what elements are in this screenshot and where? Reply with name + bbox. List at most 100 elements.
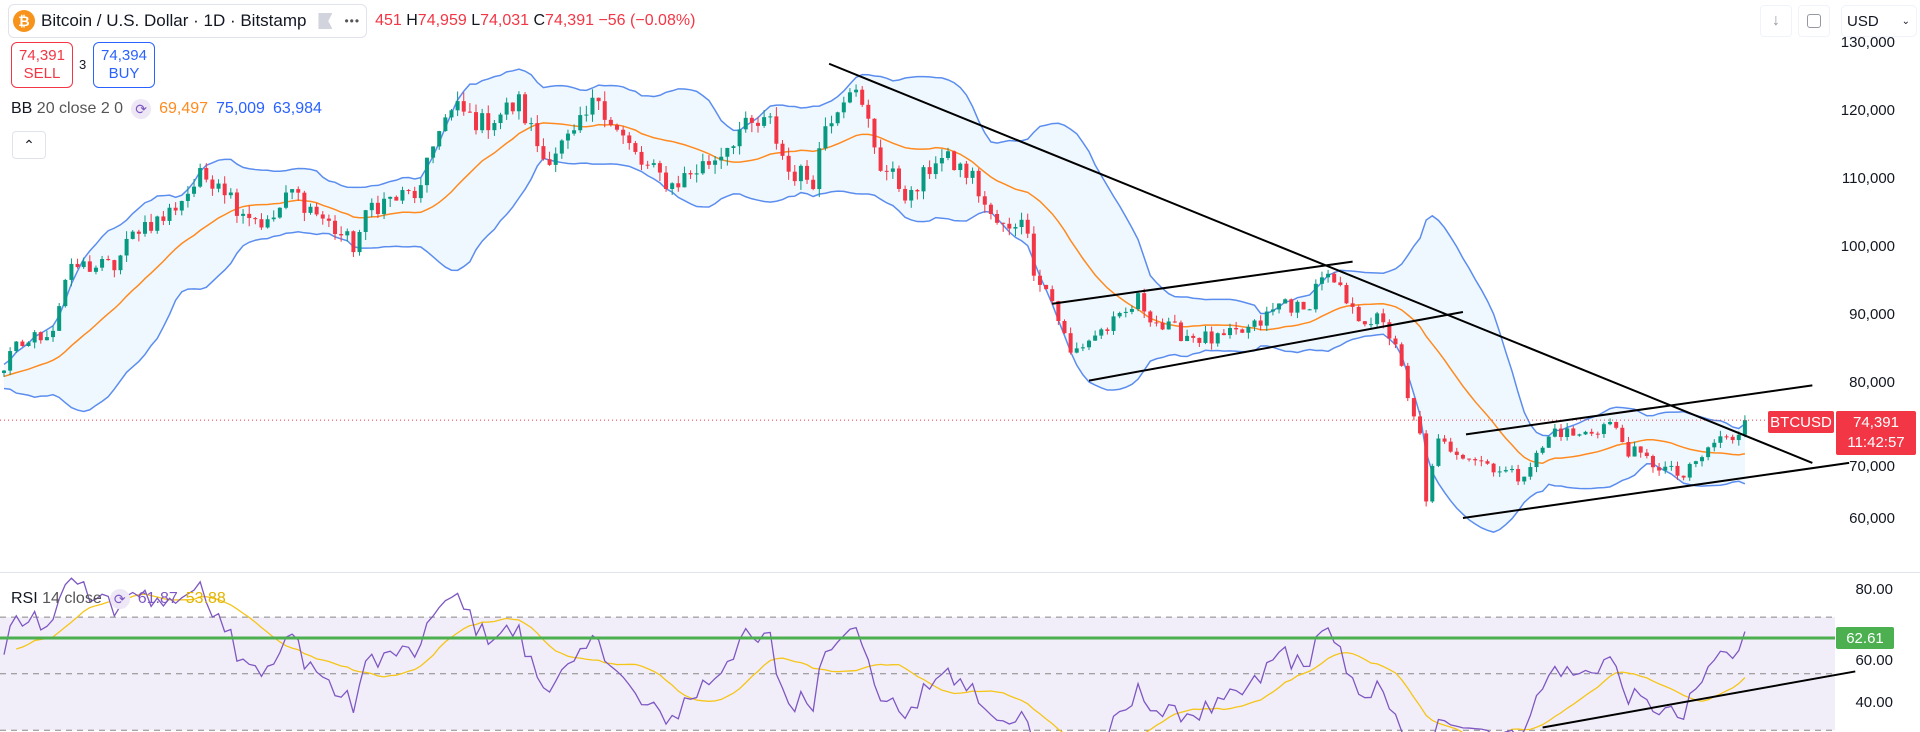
refresh-icon[interactable]: ⟳ <box>131 99 152 119</box>
candle-body <box>602 101 607 120</box>
candle-body <box>388 196 393 199</box>
candle-body <box>1313 283 1318 310</box>
candle-body <box>198 168 203 187</box>
candle-body <box>1436 438 1441 466</box>
candle <box>1270 302 1275 316</box>
sell-button[interactable]: 74,391 SELL <box>11 42 73 88</box>
candle-body <box>1742 420 1747 435</box>
currency-select[interactable]: USD ⌄ <box>1841 5 1917 37</box>
candle-body <box>939 157 944 164</box>
candle <box>112 259 117 278</box>
candle-body <box>565 133 570 141</box>
candle-body <box>1350 303 1355 307</box>
candle-body <box>1270 309 1275 312</box>
candle <box>8 347 13 376</box>
candle <box>486 105 491 139</box>
candle-body <box>829 123 834 127</box>
rsi-legend[interactable]: RSI 14 close ⟳ 61.87 53.88 <box>11 589 226 609</box>
candle-body <box>860 89 865 105</box>
candle-body <box>1228 327 1232 336</box>
high-label: H <box>406 12 418 29</box>
candle-body <box>1332 273 1337 283</box>
candle-body <box>26 342 31 347</box>
candle <box>1632 441 1637 457</box>
candle <box>1411 397 1416 421</box>
candle-body <box>1509 468 1514 471</box>
header-bar: ₿ Bitcoin / U.S. Dollar · 1D · Bitstamp … <box>8 4 695 38</box>
candle <box>124 231 129 262</box>
pane-separator <box>0 572 1920 573</box>
candle-body <box>670 183 675 189</box>
scroll-to-latest-button[interactable]: ↓ <box>1760 5 1792 37</box>
candle-body <box>676 183 681 188</box>
symbol-title[interactable]: Bitcoin / U.S. Dollar · 1D · Bitstamp <box>41 11 307 30</box>
candle <box>847 88 852 104</box>
candle-body <box>1283 299 1288 304</box>
candle <box>1019 212 1024 235</box>
low-label: L <box>471 12 481 29</box>
candle <box>2 370 6 377</box>
candle <box>706 155 711 170</box>
candle-body <box>498 114 503 124</box>
candle-body <box>1019 219 1024 228</box>
candle <box>1252 319 1257 331</box>
rsi-name: RSI <box>11 590 38 607</box>
candle-body <box>241 213 246 216</box>
candle-body <box>437 131 442 147</box>
candle-body <box>841 102 846 113</box>
symbol-legend[interactable]: ₿ Bitcoin / U.S. Dollar · 1D · Bitstamp … <box>8 4 368 38</box>
candle-body <box>308 206 313 213</box>
candle-body <box>510 102 515 112</box>
candle <box>455 91 460 117</box>
candle-body <box>1203 331 1208 343</box>
candle <box>749 114 754 133</box>
candle-body <box>216 183 221 189</box>
candle-body <box>136 231 141 234</box>
candle <box>1117 311 1122 319</box>
rsi-tick-label: 80.00 <box>1855 581 1893 598</box>
candle <box>1742 415 1747 438</box>
candle <box>1123 307 1128 318</box>
candle-body <box>20 341 25 347</box>
candle <box>320 211 325 225</box>
candle <box>363 209 368 240</box>
candle <box>1559 424 1564 441</box>
candle-body <box>835 112 840 124</box>
ohlc-values: 451 H74,959 L74,031 C74,391 −56 (−0.08%) <box>375 12 695 30</box>
candle-body <box>1105 329 1110 331</box>
candle <box>1007 217 1012 236</box>
buy-button[interactable]: 74,394 BUY <box>93 42 155 88</box>
candle <box>412 186 417 204</box>
candle <box>204 163 209 183</box>
more-icon[interactable]: ••• <box>344 14 361 28</box>
candle <box>713 156 718 174</box>
candle-body <box>1136 293 1141 310</box>
flag-icon[interactable] <box>318 13 333 29</box>
candle-body <box>1056 301 1061 321</box>
candle-body <box>1295 301 1300 313</box>
candle-body <box>1129 309 1134 312</box>
candle <box>400 186 405 204</box>
candle <box>1644 448 1649 459</box>
candle-body <box>1577 434 1582 436</box>
candle <box>1454 447 1459 460</box>
bollinger-legend[interactable]: BB 20 close 2 0 ⟳ 69,497 75,009 63,984 <box>11 99 322 119</box>
candle <box>768 113 773 124</box>
candle-body <box>1601 424 1606 434</box>
candle <box>1516 464 1521 486</box>
candle-body <box>259 219 264 228</box>
collapse-legend-button[interactable]: ⌃ <box>12 131 46 159</box>
candle-body <box>688 173 693 175</box>
candle <box>1172 314 1177 324</box>
candle-body <box>1424 433 1429 502</box>
sell-label: SELL <box>23 65 61 82</box>
candle-body <box>63 279 68 307</box>
candle <box>523 92 528 125</box>
candle-body <box>1050 289 1055 302</box>
fullscreen-button[interactable] <box>1798 5 1830 37</box>
candle-body <box>798 165 803 182</box>
candle-body <box>768 116 773 118</box>
candle-body <box>909 189 914 201</box>
refresh-icon[interactable]: ⟳ <box>109 589 130 609</box>
